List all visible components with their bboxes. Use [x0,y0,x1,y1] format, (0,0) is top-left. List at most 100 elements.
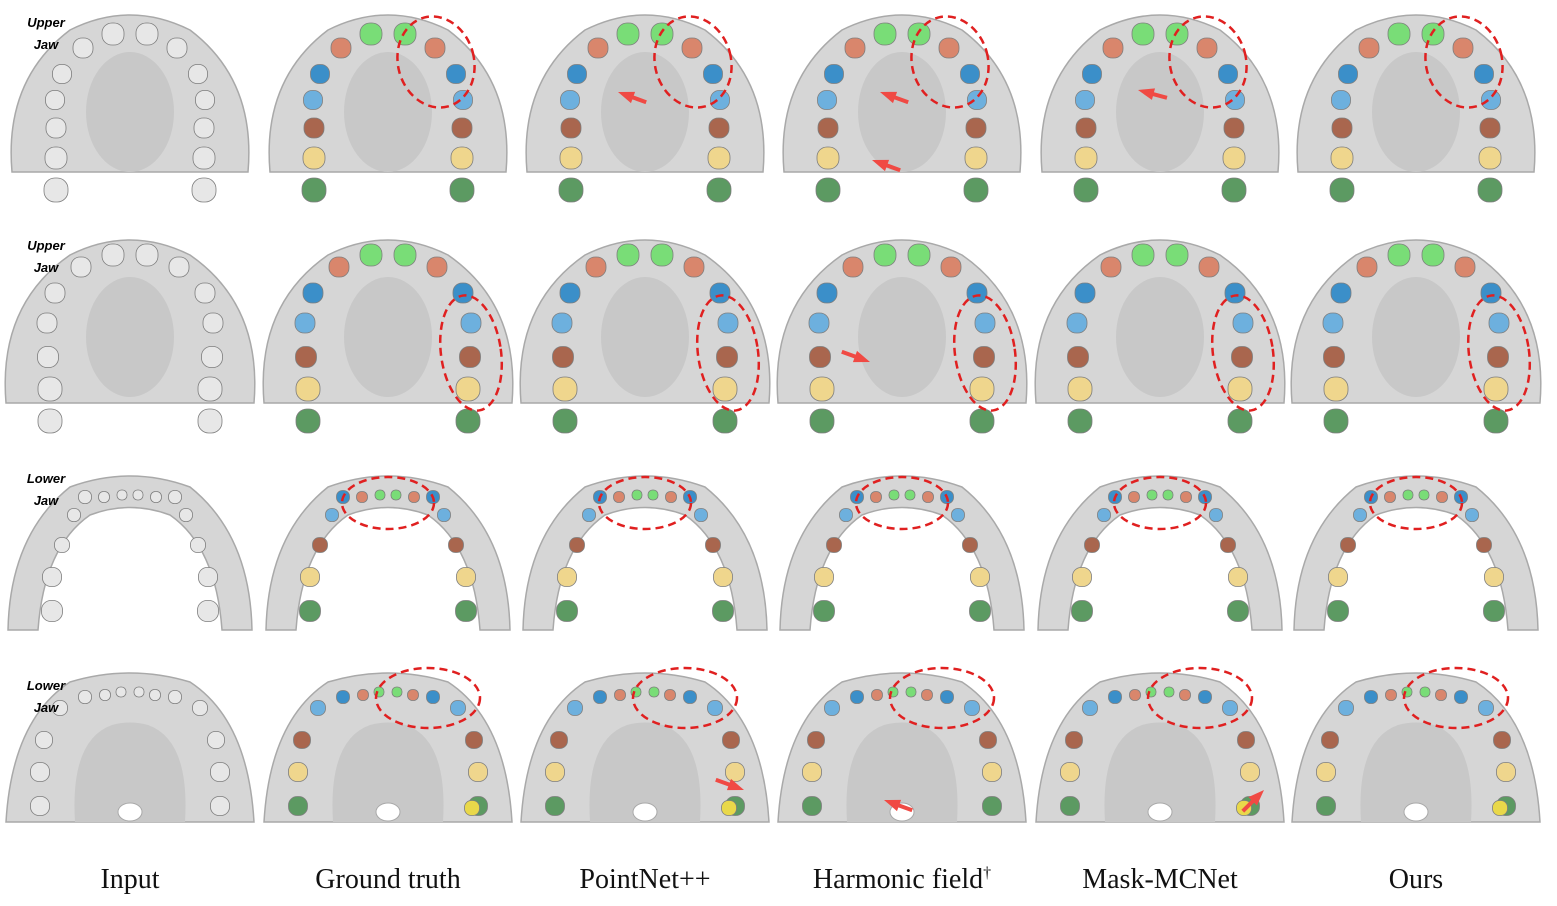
error-arrow [1241,790,1264,813]
tooth [710,90,730,110]
tooth [78,690,92,704]
tooth [967,90,987,110]
tooth [288,796,308,816]
tooth [1364,690,1378,704]
tooth [558,177,584,203]
tooth [842,256,864,278]
tooth [1478,146,1502,170]
tooth [295,346,317,368]
column-caption: Ours [1296,864,1536,904]
row-label: Lower Jaw [14,468,78,512]
tooth [585,256,607,278]
tooth [1329,177,1355,203]
tooth [552,346,574,368]
tooth [459,346,481,368]
tooth [962,537,978,553]
tooth [1227,600,1249,622]
palate [601,277,689,397]
tooth [1084,537,1100,553]
tooth [694,508,708,522]
tooth [115,686,127,698]
tooth [969,600,991,622]
tooth [721,800,737,816]
palate [1372,52,1460,172]
tooth [974,312,996,334]
tooth [1476,537,1492,553]
tooth [1075,90,1095,110]
tooth [195,90,215,110]
tooth [312,537,328,553]
highlight-circle [952,294,1018,412]
tooth [188,64,208,84]
tooth [426,256,448,278]
tooth [390,489,402,501]
tooth [37,346,59,368]
tooth [1209,508,1223,522]
tooth [67,508,81,522]
tooth [99,689,111,701]
palate [86,277,174,397]
column-caption-text: Mask-MCNet [1082,864,1238,895]
palate [1372,277,1460,397]
tooth [1067,408,1093,434]
tooth [1331,117,1353,139]
base-hole [117,802,143,822]
row-label-line1: Upper [27,238,65,253]
tooth [1338,64,1358,84]
highlight-circle [1424,15,1504,109]
tooth [982,762,1002,782]
tooth [650,22,674,46]
tooth [907,243,931,267]
tooth [437,508,451,522]
tooth [310,64,330,84]
jaw-model [779,475,1025,631]
tooth [1074,146,1098,170]
row-label-line1: Lower [26,471,66,486]
tooth [1073,177,1099,203]
jaw-model [262,239,514,434]
tooth [1221,177,1247,203]
tooth [197,376,223,402]
tooth [302,282,324,304]
tooth [54,537,70,553]
tooth [665,491,677,503]
tooth [330,37,352,59]
tooth [1180,491,1192,503]
tooth [1082,700,1098,716]
jaw-model [5,672,255,823]
tooth [683,256,705,278]
tooth [712,408,738,434]
tooth [965,117,987,139]
tooth [1478,700,1494,716]
tooth [393,22,417,46]
tooth [1454,690,1468,704]
tooth [1340,537,1356,553]
tooth [44,282,66,304]
tooth [552,376,578,402]
tooth [1065,731,1083,749]
jaw-model [522,475,768,631]
tooth [1435,689,1447,701]
highlight-circle [631,666,739,730]
tooth [446,64,466,84]
tooth [1493,731,1511,749]
tooth [30,796,50,816]
tooth [70,256,92,278]
tooth [197,408,223,434]
tooth [1316,762,1336,782]
tooth [593,690,607,704]
tooth [1224,282,1246,304]
tooth [938,37,960,59]
tooth [460,312,482,334]
tooth [133,686,145,698]
tooth [202,312,224,334]
tooth [42,567,62,587]
tooth [709,282,731,304]
tooth [210,762,230,782]
tooth [647,489,659,501]
tooth [449,177,475,203]
tooth [1323,408,1349,434]
tooth [587,37,609,59]
tooth [1227,376,1253,402]
jaw-model [1035,666,1285,823]
